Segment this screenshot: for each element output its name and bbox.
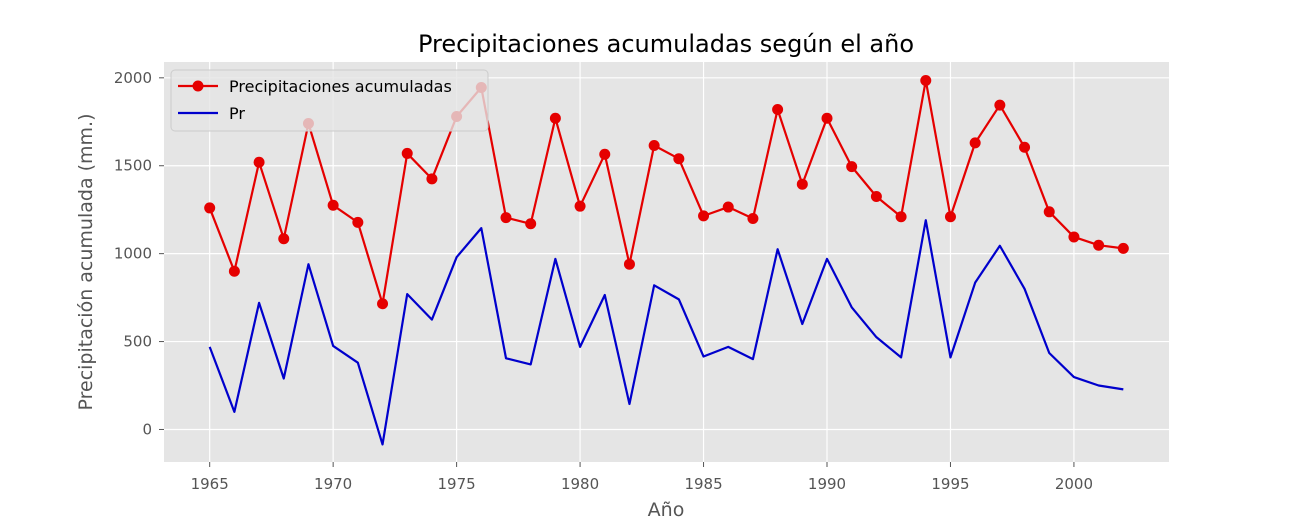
data-point-precipitaciones-acumuladas	[821, 112, 833, 124]
data-point-precipitaciones-acumuladas	[377, 298, 389, 310]
data-point-precipitaciones-acumuladas	[278, 233, 290, 245]
x-tick-label: 1965	[191, 475, 229, 493]
data-point-precipitaciones-acumuladas	[1117, 242, 1129, 254]
legend-label-precipitaciones: Precipitaciones acumuladas	[229, 77, 452, 96]
data-point-precipitaciones-acumuladas	[846, 161, 858, 173]
data-point-precipitaciones-acumuladas	[673, 153, 685, 165]
series-line-pr	[208, 219, 1124, 446]
data-point-precipitaciones-acumuladas	[352, 216, 364, 228]
y-tick-label: 2000	[114, 69, 152, 87]
data-point-precipitaciones-acumuladas	[1019, 141, 1031, 153]
data-point-precipitaciones-acumuladas	[895, 211, 907, 223]
x-tick-label: 1970	[314, 475, 352, 493]
data-point-precipitaciones-acumuladas	[747, 212, 759, 224]
x-tick-label: 2000	[1055, 475, 1093, 493]
x-tick-label: 1985	[684, 475, 722, 493]
data-point-precipitaciones-acumuladas	[870, 191, 882, 203]
legend: Precipitaciones acumuladas Pr	[170, 69, 489, 132]
data-point-precipitaciones-acumuladas	[1093, 239, 1105, 251]
data-point-precipitaciones-acumuladas	[623, 258, 635, 270]
data-point-precipitaciones-acumuladas	[722, 201, 734, 213]
data-point-precipitaciones-acumuladas	[698, 210, 710, 222]
data-point-precipitaciones-acumuladas	[228, 265, 240, 277]
y-tick-label: 0	[142, 420, 152, 438]
data-point-precipitaciones-acumuladas	[327, 199, 339, 211]
x-tick-label: 1990	[808, 475, 846, 493]
data-point-precipitaciones-acumuladas	[426, 173, 438, 185]
data-point-precipitaciones-acumuladas	[401, 147, 413, 159]
y-axis-ticks: 0 500 1000 1500 2000	[114, 69, 164, 438]
x-axis-label: Año	[648, 499, 685, 520]
data-point-precipitaciones-acumuladas	[574, 200, 586, 212]
data-point-precipitaciones-acumuladas	[994, 99, 1006, 111]
legend-marker-precipitaciones	[192, 80, 204, 92]
data-point-precipitaciones-acumuladas	[1043, 206, 1055, 218]
data-point-precipitaciones-acumuladas	[204, 202, 216, 214]
series-line-precipitaciones-acumuladas	[208, 79, 1124, 305]
legend-box	[170, 69, 489, 132]
chart-title: Precipitaciones acumuladas según el año	[418, 30, 914, 58]
data-point-precipitaciones-acumuladas	[525, 218, 537, 230]
data-point-precipitaciones-acumuladas	[253, 156, 265, 168]
data-point-precipitaciones-acumuladas	[796, 178, 808, 190]
data-point-precipitaciones-acumuladas	[920, 74, 932, 86]
data-point-precipitaciones-acumuladas	[1068, 231, 1080, 243]
x-tick-label: 1980	[561, 475, 599, 493]
x-tick-label: 1995	[931, 475, 969, 493]
legend-label-pr: Pr	[229, 104, 245, 123]
y-tick-label: 500	[123, 333, 152, 351]
data-point-precipitaciones-acumuladas	[944, 211, 956, 223]
y-tick-label: 1000	[114, 245, 152, 263]
data-point-precipitaciones-acumuladas	[599, 148, 611, 160]
data-point-precipitaciones-acumuladas	[969, 137, 981, 149]
x-axis-ticks: 1965 1970 1975 1980 1985 1990 1995 2000	[191, 462, 1093, 493]
data-point-precipitaciones-acumuladas	[500, 212, 512, 224]
data-point-precipitaciones-acumuladas	[549, 112, 561, 124]
data-point-precipitaciones-acumuladas	[772, 103, 784, 115]
x-tick-label: 1975	[438, 475, 476, 493]
data-point-precipitaciones-acumuladas	[648, 140, 660, 152]
y-axis-label: Precipitación acumulada (mm.)	[75, 113, 97, 410]
y-tick-label: 1500	[114, 157, 152, 175]
